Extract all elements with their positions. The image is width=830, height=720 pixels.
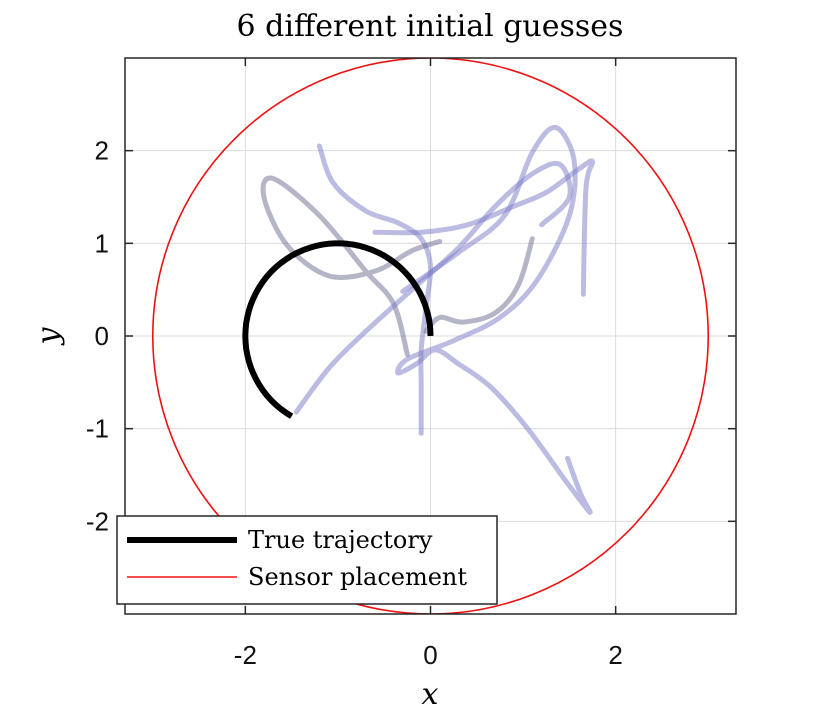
sensor-placement-circle xyxy=(152,58,709,614)
legend-label-sensor-placement: Sensor placement xyxy=(248,563,467,591)
y-axis-label: y xyxy=(31,326,66,346)
legend-box xyxy=(116,515,498,605)
y-tick-label: 2 xyxy=(95,136,109,166)
guess-trajectory-6 xyxy=(423,236,535,334)
tick-labels: -2 0 2 -2 -1 0 1 2 xyxy=(86,136,623,670)
guess-trajectory-5 xyxy=(395,124,593,515)
guess-trajectory-3 xyxy=(372,158,596,297)
x-tick-label: 0 xyxy=(423,640,437,670)
legend-label-true-trajectory: True trajectory xyxy=(248,526,433,554)
y-tick-label: 0 xyxy=(95,321,109,351)
y-tick-label: -1 xyxy=(86,414,109,444)
chart-title: 6 different initial guesses xyxy=(237,9,624,44)
x-tick-label: 2 xyxy=(608,640,622,670)
series-layer xyxy=(152,58,709,614)
true-trajectory xyxy=(242,240,434,419)
guess-trajectory-1 xyxy=(316,143,434,436)
x-axis-label: x xyxy=(422,677,439,712)
y-tick-label: 1 xyxy=(95,228,109,258)
legend: True trajectory Sensor placement xyxy=(116,515,498,605)
x-tick-label: -2 xyxy=(234,640,257,670)
guess-trajectory-2 xyxy=(260,175,443,357)
guess-trajectory-4 xyxy=(293,160,573,415)
y-tick-label: -2 xyxy=(86,506,109,536)
